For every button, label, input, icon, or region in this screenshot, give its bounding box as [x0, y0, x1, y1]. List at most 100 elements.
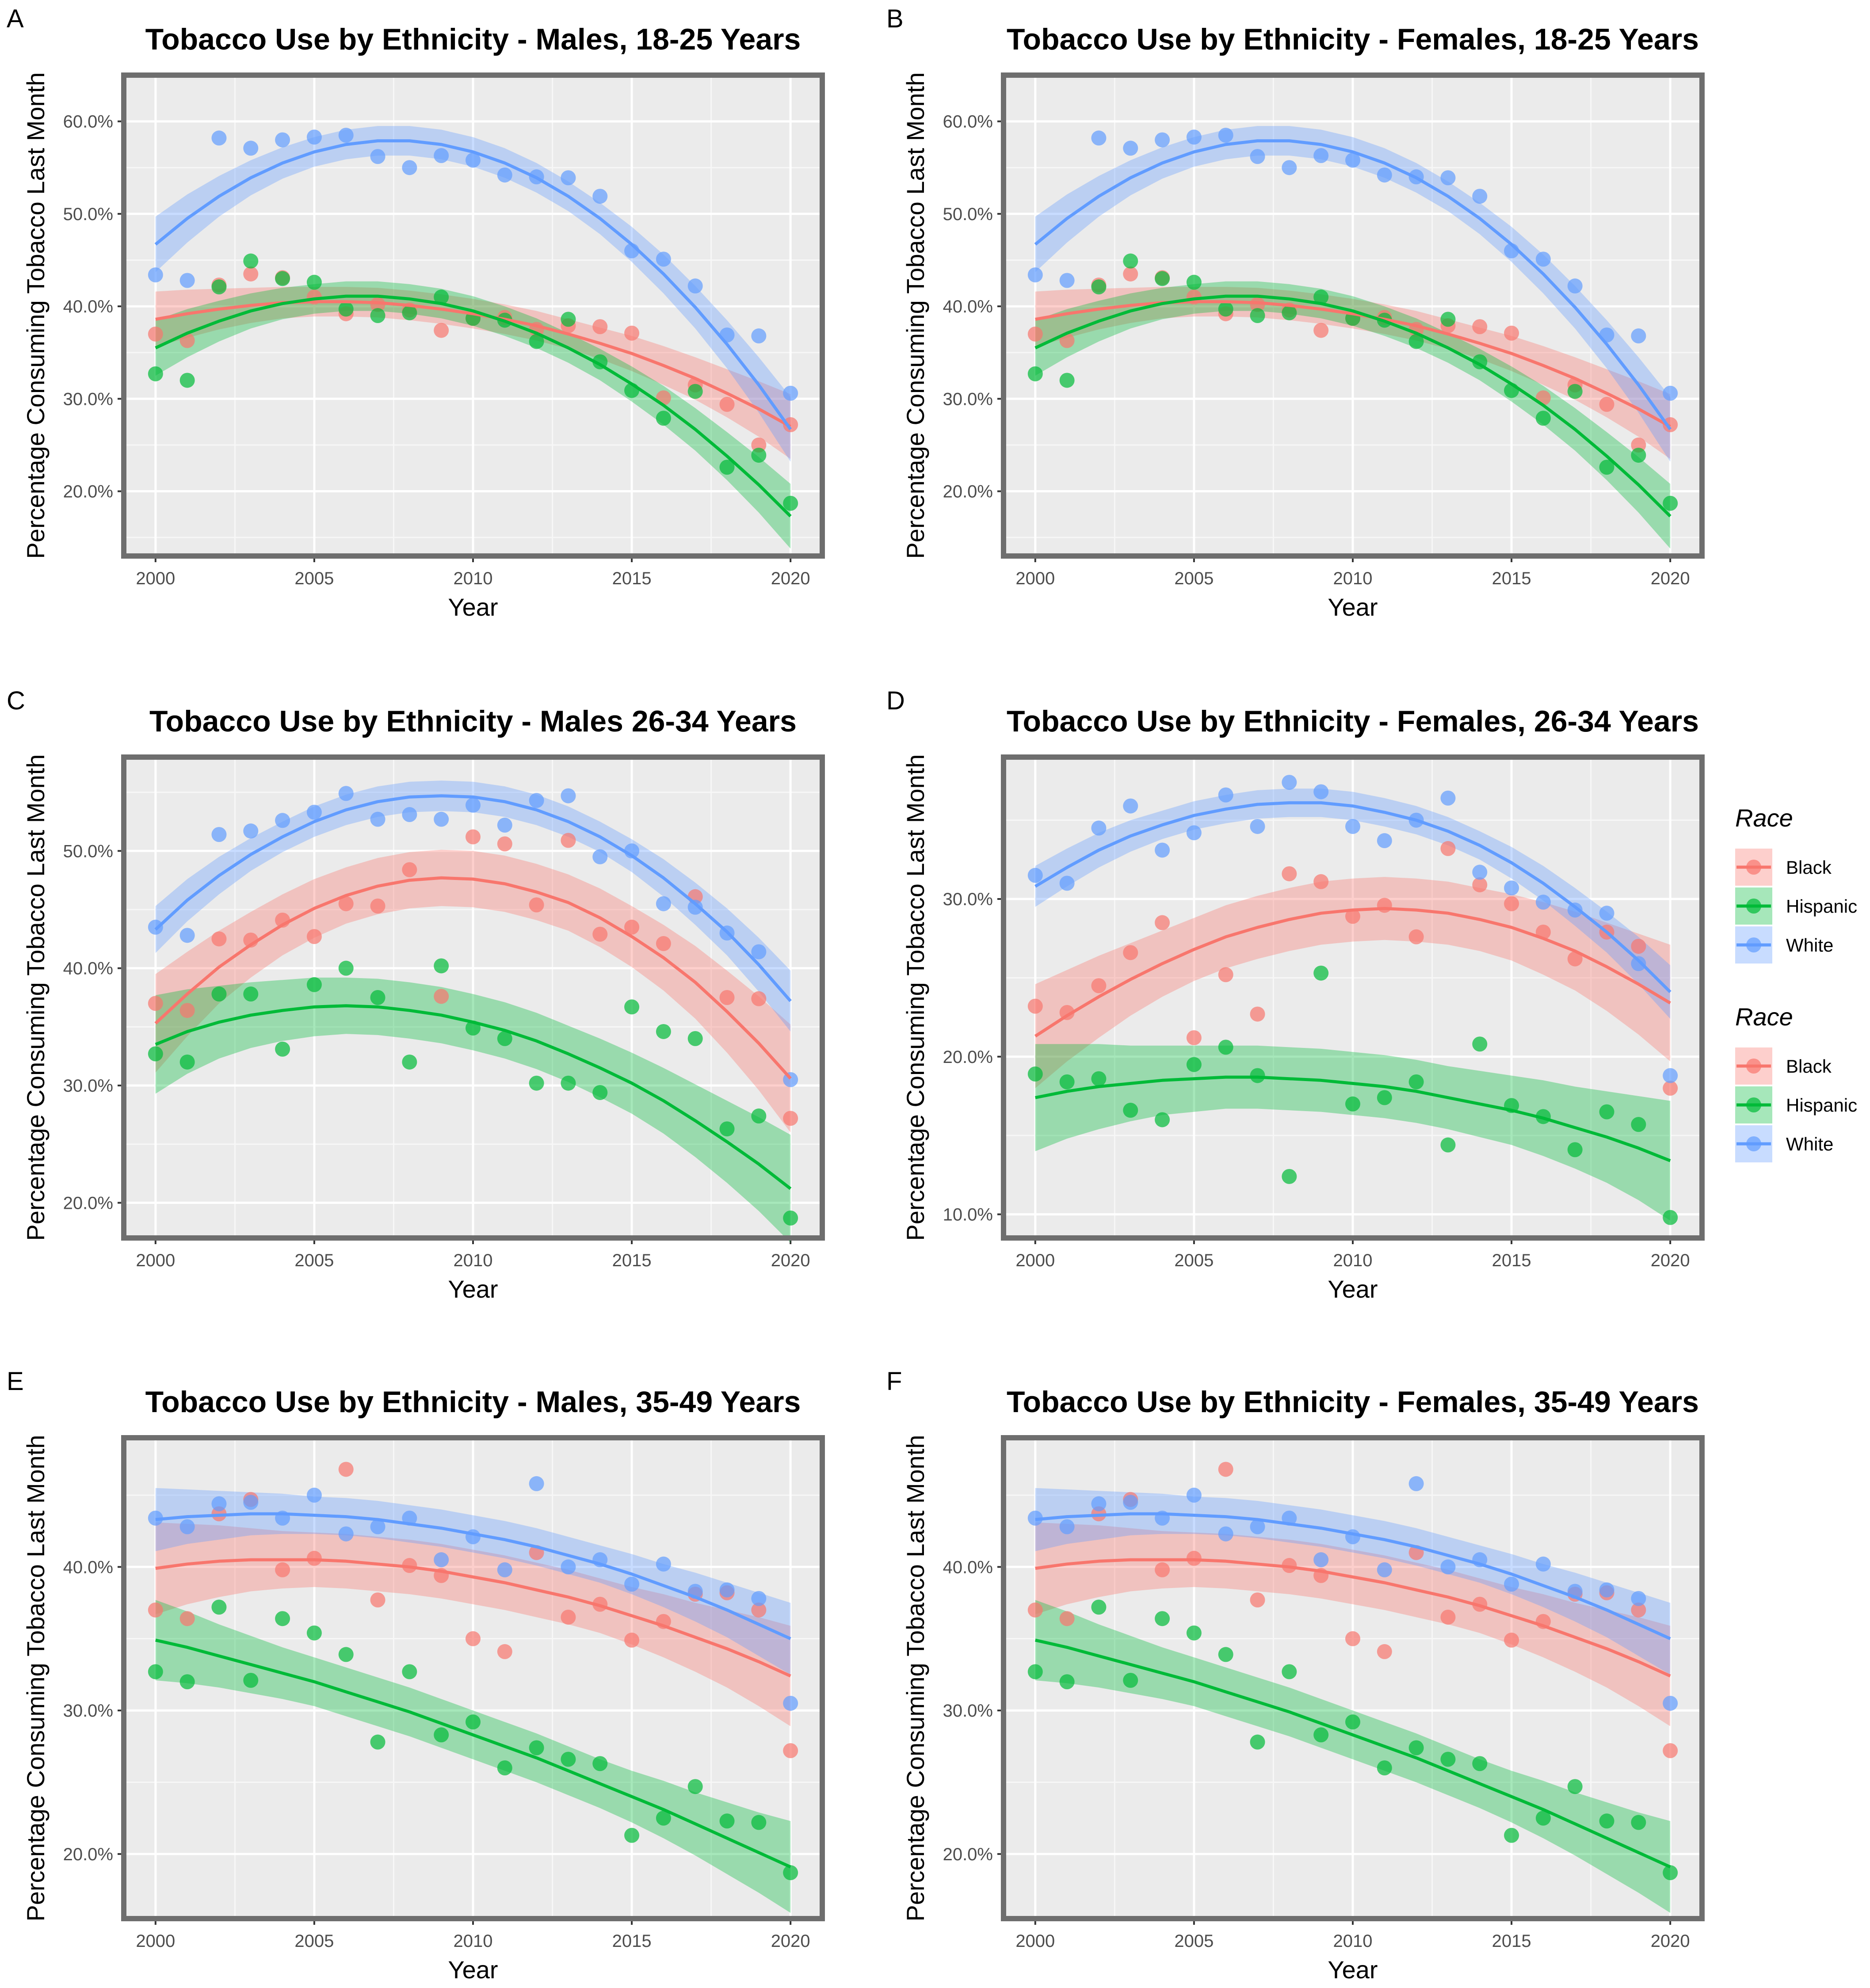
data-point — [624, 325, 640, 341]
data-point — [370, 1734, 385, 1750]
x-tick-label: 2000 — [136, 1251, 175, 1270]
data-point — [529, 1476, 544, 1491]
y-tick-label: 50.0% — [943, 205, 993, 224]
x-axis-title: Year — [448, 593, 498, 621]
y-tick-label: 20.0% — [63, 1193, 113, 1213]
data-point — [656, 1556, 671, 1572]
data-point — [624, 1828, 640, 1843]
y-axis-title: Percentage Consuming Tobacco Last Month — [22, 754, 50, 1241]
data-point — [1440, 841, 1456, 856]
data-point — [1504, 1632, 1519, 1648]
data-point — [370, 308, 385, 323]
data-point — [1091, 1496, 1107, 1512]
y-tick-label: 40.0% — [943, 297, 993, 316]
data-point — [243, 1672, 259, 1688]
data-point — [1282, 866, 1297, 881]
chart-title: Tobacco Use by Ethnicity - Males 26-34 Y… — [149, 705, 797, 738]
data-point — [466, 1631, 481, 1646]
y-axis-title: Percentage Consuming Tobacco Last Month — [22, 1435, 50, 1922]
data-point — [148, 996, 163, 1011]
panel-border — [1001, 72, 1705, 559]
data-point — [1345, 909, 1360, 924]
data-point — [1440, 1752, 1456, 1767]
data-point — [434, 289, 449, 305]
data-point — [1408, 929, 1424, 944]
data-point — [1091, 279, 1107, 295]
x-tick-label: 2005 — [1174, 1251, 1214, 1270]
data-point — [1440, 790, 1456, 806]
data-point — [306, 804, 322, 820]
data-point — [434, 148, 449, 164]
data-point — [1250, 1006, 1265, 1022]
data-point — [624, 1632, 640, 1648]
data-point — [1313, 1552, 1329, 1568]
data-point — [1535, 1556, 1551, 1572]
data-point — [1155, 1611, 1170, 1626]
data-point — [306, 977, 322, 992]
y-tick-label: 40.0% — [63, 1558, 113, 1577]
legend-label-white: White — [1786, 1134, 1833, 1154]
data-point — [1345, 152, 1360, 168]
x-tick-label: 2015 — [612, 1251, 652, 1270]
y-tick-label: 40.0% — [63, 959, 113, 979]
data-point — [211, 931, 227, 947]
data-point — [1377, 1562, 1392, 1577]
x-tick-label: 2020 — [771, 569, 810, 588]
panel-border — [1001, 1435, 1705, 1921]
x-tick-label: 2015 — [1492, 1931, 1531, 1951]
data-point — [1059, 333, 1075, 348]
data-point — [1535, 411, 1551, 426]
legend-key-point — [1746, 899, 1761, 914]
data-point — [1599, 1104, 1614, 1120]
data-point — [1186, 129, 1202, 145]
data-point — [1472, 1036, 1488, 1052]
legend-title: Race — [1735, 1003, 1793, 1031]
data-point — [1250, 1734, 1265, 1750]
data-point — [497, 1031, 512, 1046]
data-point — [275, 1562, 290, 1577]
x-tick-label: 2010 — [454, 1251, 493, 1270]
data-point — [1631, 1602, 1646, 1618]
data-point — [370, 1592, 385, 1607]
data-point — [1218, 301, 1233, 317]
data-point — [211, 279, 227, 295]
data-point — [1663, 1743, 1678, 1759]
panel-B: B Tobacco Use by Ethnicity - Females, 18-… — [886, 4, 1705, 621]
y-tick-label: 30.0% — [943, 389, 993, 409]
panel-border — [121, 754, 825, 1241]
data-point — [1155, 132, 1170, 148]
data-point — [751, 1108, 767, 1124]
data-point — [179, 1611, 195, 1626]
points-hispanic — [1027, 253, 1678, 511]
panel-border — [1001, 754, 1705, 1241]
data-point — [1631, 1591, 1646, 1606]
legend-1: Race Black Hispanic White — [1735, 804, 1857, 964]
x-tick-label: 2010 — [1333, 1251, 1373, 1270]
data-point — [687, 278, 703, 294]
data-point — [1440, 1137, 1456, 1153]
data-point — [1091, 820, 1107, 836]
chart-title: Tobacco Use by Ethnicity - Females, 26-3… — [1007, 705, 1699, 738]
data-point — [1059, 373, 1075, 388]
data-point — [338, 301, 354, 317]
panel-letter: E — [7, 1367, 24, 1396]
data-point — [1027, 1602, 1043, 1618]
data-point — [1186, 1057, 1202, 1072]
data-point — [466, 152, 481, 168]
data-point — [687, 1031, 703, 1046]
x-axis-title: Year — [448, 1275, 498, 1303]
fit-line-hispanic — [155, 1004, 792, 1190]
data-point — [148, 267, 163, 282]
data-point — [243, 141, 259, 156]
data-point — [1059, 1611, 1075, 1626]
data-point — [561, 312, 576, 327]
data-point — [148, 1664, 163, 1680]
data-point — [561, 788, 576, 804]
fit-line-black — [1035, 1558, 1671, 1678]
data-point — [1345, 819, 1360, 834]
points-black — [148, 829, 798, 1126]
legend-label-white: White — [1786, 935, 1833, 956]
data-point — [402, 160, 417, 175]
data-point — [306, 929, 322, 944]
x-tick-label: 2015 — [1492, 569, 1531, 588]
